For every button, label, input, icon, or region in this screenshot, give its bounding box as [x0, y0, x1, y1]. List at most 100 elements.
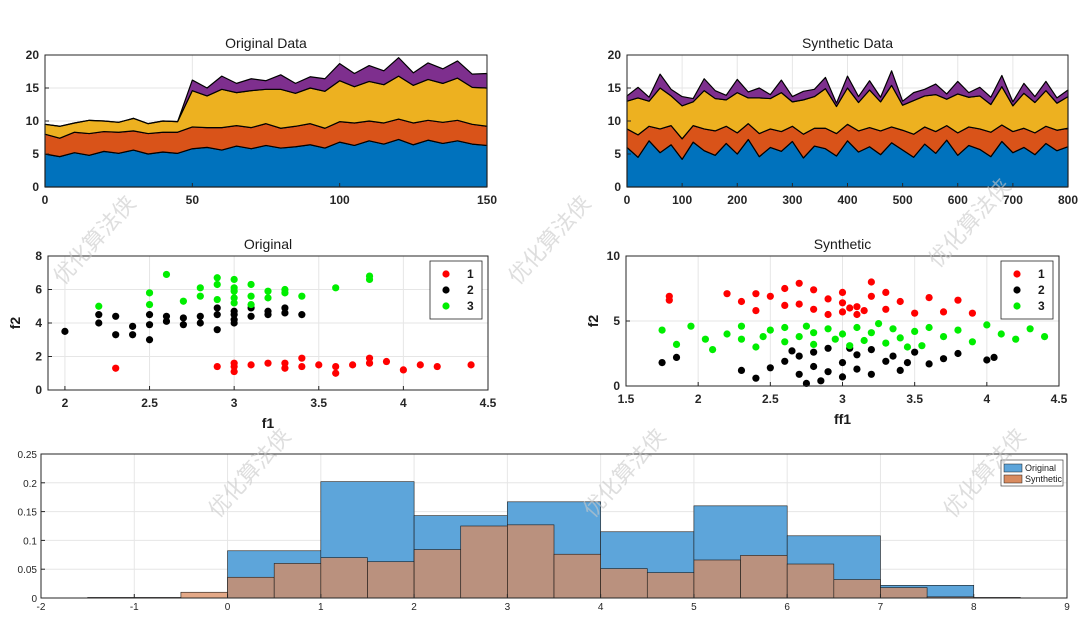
original-scatter-point-series-3: [247, 300, 255, 309]
synthetic-scatter-point-series-1: [911, 309, 919, 317]
histogram-xtick-label: 6: [784, 602, 790, 613]
original-data-ytick-label: 15: [26, 81, 40, 95]
histogram-bar-synthetic: [553, 553, 601, 599]
histogram-bar-synthetic: [600, 568, 648, 599]
synthetic-scatter-point-series-3: [687, 322, 695, 330]
original-data-xtick-label: 50: [186, 193, 200, 207]
original-scatter-point-series-2: [179, 314, 187, 322]
histogram-ytick-label: 0.25: [18, 450, 38, 461]
original-scatter-xlabel: f1: [262, 415, 275, 431]
synthetic-scatter-point-series-1: [853, 310, 861, 319]
synthetic-scatter-point-series-3: [781, 338, 789, 346]
synthetic-scatter-point-series-3: [911, 327, 919, 335]
histogram-xtick-label: 1: [318, 602, 324, 613]
synthetic-scatter-point-series-2: [795, 352, 803, 360]
original-scatter-point-series-1: [213, 362, 221, 371]
synthetic-scatter-point-series-1: [752, 290, 760, 298]
histogram-bar-synthetic: [413, 549, 462, 599]
synthetic-scatter-point-series-2: [802, 379, 811, 387]
synthetic-scatter-title: Synthetic: [814, 236, 872, 252]
original-scatter-point-series-3: [247, 292, 255, 300]
watermark: 优化算法侠: [504, 191, 596, 289]
histogram-ytick-label: 0.15: [18, 508, 38, 519]
histogram-xtick-label: 9: [1064, 602, 1070, 613]
synthetic-scatter-xtick-label: 2: [695, 392, 702, 406]
synthetic-data-ytick-label: 15: [608, 81, 622, 95]
histogram-bar-synthetic: [227, 576, 275, 599]
synthetic-scatter-point-series-3: [831, 335, 839, 343]
original-scatter-xtick-label: 4.5: [480, 396, 497, 410]
synthetic-data-title: Synthetic Data: [802, 35, 893, 51]
synthetic-scatter-point-series-3: [795, 333, 803, 341]
synthetic-scatter-point-series-1: [867, 292, 875, 300]
synthetic-scatter-point-series-2: [658, 359, 666, 367]
histogram-bar-synthetic: [693, 559, 741, 599]
synthetic-scatter-point-series-3: [737, 322, 746, 330]
original-scatter-point-series-1: [298, 354, 306, 362]
synthetic-scatter-ytick-label: 0: [613, 379, 620, 393]
original-scatter-title: Original: [244, 236, 292, 252]
synthetic-scatter-point-series-1: [954, 296, 962, 304]
original-scatter-point-series-1: [349, 361, 357, 369]
synthetic-data-xtick-label: 300: [782, 193, 802, 207]
original-scatter-legend-marker-3: [442, 302, 450, 310]
synthetic-scatter-point-series-3: [802, 322, 811, 330]
original-scatter-ytick-label: 6: [35, 283, 42, 297]
original-scatter-point-series-2: [298, 311, 306, 319]
synthetic-scatter-point-series-1: [781, 301, 789, 309]
synthetic-scatter-point-series-1: [810, 305, 818, 313]
synthetic-scatter-point-series-3: [983, 321, 991, 329]
synthetic-scatter-legend-marker-2: [1013, 286, 1021, 294]
synthetic-scatter-point-series-3: [997, 330, 1005, 338]
original-data-ytick-label: 5: [32, 147, 39, 161]
synthetic-scatter-point-series-1: [860, 307, 868, 315]
histogram-ytick-label: 0.1: [23, 536, 37, 547]
synthetic-scatter-point-series-2: [766, 364, 774, 372]
histogram-xtick-label: 2: [411, 602, 417, 613]
original-scatter-point-series-1: [365, 354, 374, 362]
synthetic-scatter-point-series-2: [810, 362, 818, 371]
histogram-legend-swatch-synthetic: [1003, 474, 1023, 484]
synthetic-scatter-xtick-label: 3.5: [906, 392, 923, 406]
original-scatter-point-series-1: [298, 362, 306, 371]
original-scatter-xtick-label: 2: [62, 396, 69, 410]
histogram-legend-label-synthetic: Synthetic: [1025, 474, 1063, 484]
histogram-legend-swatch-original: [1003, 463, 1023, 473]
synthetic-scatter-point-series-2: [752, 374, 760, 382]
original-scatter-point-series-3: [230, 275, 238, 284]
synthetic-scatter-point-series-3: [968, 338, 977, 346]
original-scatter-ytick-label: 8: [35, 249, 42, 263]
original-scatter-point-series-2: [196, 319, 204, 327]
original-scatter-point-series-1: [230, 367, 238, 376]
original-scatter-point-series-2: [281, 309, 289, 317]
original-scatter-point-series-3: [332, 284, 340, 292]
synthetic-scatter-legend-box: [1000, 260, 1054, 320]
synthetic-scatter-xtick-label: 2.5: [762, 392, 779, 406]
synthetic-scatter-point-series-2: [795, 370, 803, 378]
synthetic-scatter-point-series-1: [968, 309, 977, 317]
synthetic-scatter-point-series-3: [810, 340, 818, 348]
histogram-xtick-label: 8: [971, 602, 977, 613]
histogram-xtick-label: 3: [505, 602, 511, 613]
synthetic-scatter-point-series-2: [853, 351, 861, 359]
synthetic-scatter-point-series-3: [658, 326, 666, 334]
original-scatter-point-series-3: [298, 292, 306, 300]
synthetic-scatter-point-series-1: [853, 303, 861, 311]
synthetic-scatter-legend-label-1: 1: [1038, 267, 1045, 281]
original-scatter-point-series-1: [112, 364, 120, 372]
synthetic-scatter-point-series-1: [810, 286, 818, 294]
original-scatter-point-series-3: [230, 299, 238, 307]
original-scatter-point-series-2: [230, 316, 238, 324]
synthetic-scatter-point-series-3: [701, 335, 709, 343]
synthetic-scatter-frame: 1.5 2 2.5 3 3.5 4 4.5 0 5 10 Synthetic ff1 f2: [585, 236, 1068, 427]
synthetic-scatter-point-series-2: [672, 353, 681, 361]
original-scatter-point-series-1: [467, 361, 475, 369]
synthetic-scatter-point-series-2: [737, 366, 746, 374]
original-scatter-legend: 1 2 3: [429, 260, 483, 320]
synthetic-scatter-point-series-3: [1012, 335, 1020, 343]
synthetic-scatter-point-series-3: [846, 342, 854, 350]
original-scatter-point-series-3: [145, 300, 154, 309]
synthetic-data-xtick-label: 800: [1058, 193, 1078, 207]
synthetic-scatter-point-series-1: [838, 308, 847, 316]
